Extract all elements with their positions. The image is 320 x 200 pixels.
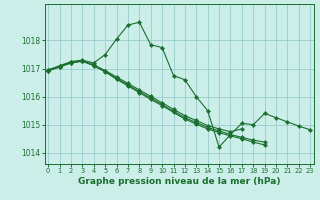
X-axis label: Graphe pression niveau de la mer (hPa): Graphe pression niveau de la mer (hPa)	[78, 177, 280, 186]
